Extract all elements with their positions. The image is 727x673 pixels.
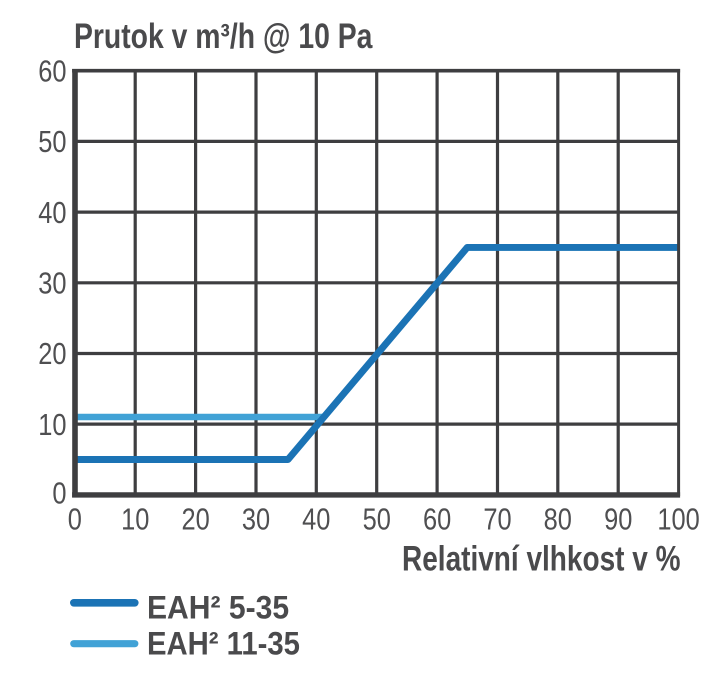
svg-text:0: 0: [52, 476, 66, 511]
svg-text:50: 50: [38, 125, 66, 160]
svg-text:Prutok v m³/h @ 10 Pa: Prutok v m³/h @ 10 Pa: [74, 16, 373, 56]
svg-text:50: 50: [363, 502, 391, 537]
svg-text:0: 0: [68, 502, 82, 537]
svg-text:100: 100: [657, 502, 699, 537]
svg-text:40: 40: [302, 502, 330, 537]
svg-text:60: 60: [423, 502, 451, 537]
svg-text:40: 40: [38, 195, 66, 230]
svg-text:80: 80: [544, 502, 572, 537]
svg-text:20: 20: [38, 337, 66, 372]
svg-text:Relativní vlhkost v %: Relativní vlhkost v %: [402, 539, 680, 579]
svg-text:60: 60: [38, 54, 66, 89]
svg-text:90: 90: [604, 502, 632, 537]
svg-text:EAH² 11-35: EAH² 11-35: [147, 626, 300, 661]
svg-text:30: 30: [242, 502, 270, 537]
svg-text:20: 20: [181, 502, 209, 537]
svg-text:70: 70: [483, 502, 511, 537]
svg-text:10: 10: [38, 407, 66, 442]
svg-text:EAH² 5-35: EAH² 5-35: [147, 590, 289, 626]
svg-text:30: 30: [38, 266, 66, 301]
svg-text:10: 10: [121, 502, 149, 537]
